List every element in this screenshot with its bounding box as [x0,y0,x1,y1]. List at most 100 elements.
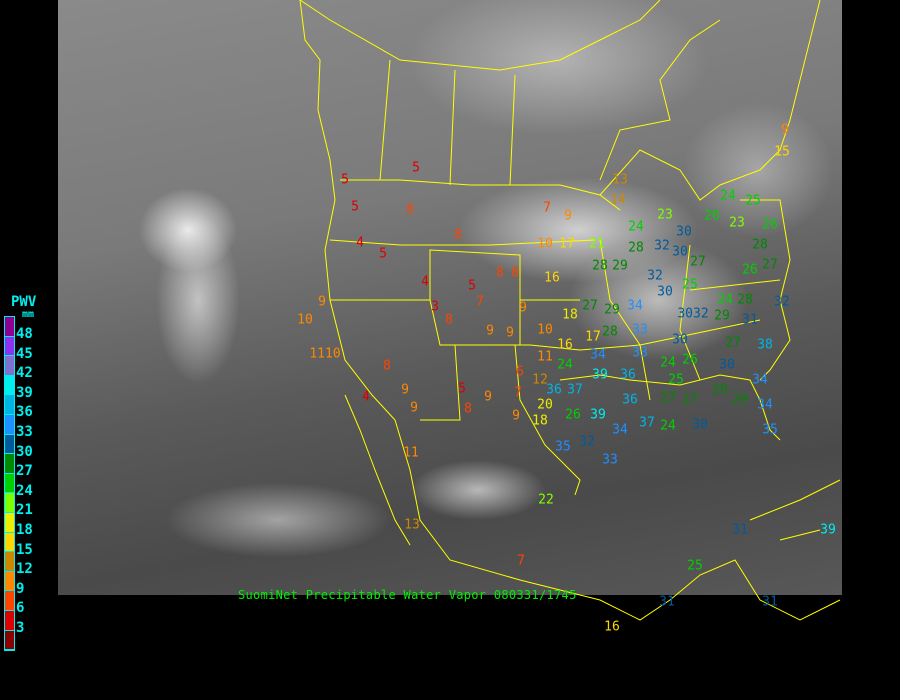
station-pwv-value: 16 [604,620,620,635]
station-pwv-value: 34 [590,348,606,363]
station-pwv-value: 28 [602,325,618,340]
legend-label: 27 [16,463,33,480]
legend-title: PWV [11,294,37,310]
station-pwv-value: 31 [762,595,778,610]
station-pwv-value: 33 [632,346,648,361]
boundary-line [639,199,791,381]
map-caption: SuomiNet Precipitable Water Vapor 080331… [238,588,577,602]
pwv-legend: PWV mm 48 45 42 39 36 33 30 27 24 21 18 15 12 9 6 3 [0,292,58,672]
station-pwv-value: 8 [464,402,472,417]
station-pwv-value: 27 [582,299,598,314]
legend-label: 3 [16,620,25,636]
station-pwv-value: 25 [668,373,684,388]
station-pwv-value: 7 [514,386,522,401]
station-pwv-value: 33 [602,453,618,468]
station-pwv-value: 11 [403,446,419,461]
station-pwv-value: 35 [762,423,778,438]
station-pwv-value: 30 [672,333,688,348]
station-pwv-value: 16 [544,271,560,286]
station-pwv-value: 9 [401,383,409,398]
station-pwv-value: 24 [557,358,573,373]
legend-label: 30 [16,443,33,460]
station-pwv-value: 6 [516,365,524,380]
legend-label: 39 [16,384,33,401]
legend-label: 6 [16,600,25,617]
legend-swatch [5,473,14,494]
station-pwv-value: 35 [555,440,571,455]
legend-swatch [5,317,14,337]
legend-swatch [5,336,14,357]
station-pwv-value: 34 [752,373,768,388]
boundary-line [429,299,641,351]
station-pwv-value: 25 [682,278,698,293]
station-pwv-value: 5 [412,161,420,176]
station-pwv-value: 36 [620,368,636,383]
station-pwv-value: 22 [538,493,554,508]
legend-swatch [5,434,14,455]
station-pwv-value: 28 [737,293,753,308]
station-pwv-value: 16 [557,338,573,353]
station-pwv-value: 29 [604,303,620,318]
station-pwv-value: 18 [562,308,578,323]
station-pwv-value: 4 [356,236,364,251]
station-pwv-value: 23 [729,216,745,231]
boundary-line [330,249,580,301]
legend-label: 21 [16,502,33,519]
station-pwv-value: 24 [628,220,644,235]
station-pwv-value: 36 [622,393,638,408]
station-pwv-value: 5 [458,382,466,397]
boundary-line [749,479,841,541]
satellite-map [58,0,842,595]
station-pwv-value: 9 [484,390,492,405]
station-pwv-value: 11 [537,350,553,365]
legend-swatch [5,395,14,415]
station-pwv-value: 8 [511,266,519,281]
legend-swatch [5,414,14,435]
legend-swatch [5,552,14,572]
station-pwv-value: 18 [532,414,548,429]
station-pwv-value: 5 [341,173,349,188]
station-pwv-value: 25 [745,194,761,209]
station-pwv-value: 9 [486,324,494,339]
station-pwv-value: 27 [660,391,676,406]
legend-color-bar [4,316,15,652]
boundary-line [599,0,821,201]
station-pwv-value: 29 [612,259,628,274]
station-pwv-value: 29 [714,309,730,324]
station-pwv-value: 32 [654,239,670,254]
station-pwv-value: 23 [657,208,673,223]
station-pwv-value: 32 [579,435,595,450]
station-pwv-value: 32 [774,295,790,310]
station-pwv-value: 31 [659,595,675,610]
station-pwv-value: 3 [431,300,439,315]
station-pwv-value: 9 [410,401,418,416]
boundary-line [299,0,841,621]
station-pwv-value: 26 [682,353,698,368]
station-pwv-value: 33 [632,323,648,338]
station-pwv-value: 14 [610,193,626,208]
station-pwv-value: 15 [774,145,790,160]
station-pwv-value: 10 [537,323,553,338]
station-pwv-value: 8 [445,313,453,328]
legend-swatch [5,493,14,513]
station-pwv-value: 26 [762,218,778,233]
station-pwv-value: 20 [537,398,553,413]
station-pwv-value: 26 [565,408,581,423]
station-pwv-value: 27 [725,336,741,351]
legend-label: 42 [16,365,33,382]
station-pwv-value: 9 [506,326,514,341]
station-pwv-value: 12 [532,373,548,388]
station-pwv-value: 13 [404,518,420,533]
station-pwv-value: 13 [612,173,628,188]
legend-swatch [5,512,14,533]
legend-swatch [5,571,14,592]
legend-label: 24 [16,482,33,499]
station-pwv-value: 8 [496,266,504,281]
boundary-line [559,374,781,441]
station-pwv-value: 3032 [677,307,708,322]
station-pwv-value: 27 [682,393,698,408]
station-pwv-value: 37 [567,383,583,398]
legend-swatch [5,532,14,553]
station-pwv-value: 28 [752,238,768,253]
station-pwv-value: 34 [757,398,773,413]
